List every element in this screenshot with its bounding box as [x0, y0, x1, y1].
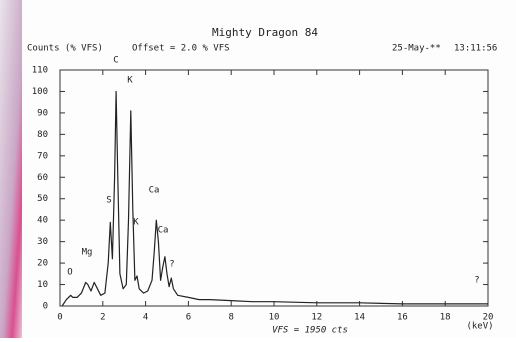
y-tick-label: 50: [37, 194, 48, 204]
y-tick-label: 0: [43, 302, 48, 312]
y-tick-label: 90: [37, 108, 48, 118]
x-tick-label: 18: [440, 313, 451, 323]
x-unit: (keV): [466, 322, 493, 332]
y-tick-label: 10: [37, 280, 48, 290]
offset-label: Offset = 2.0 % VFS: [132, 44, 230, 54]
x-tick-label: 14: [354, 313, 365, 323]
x-tick-label: 2: [100, 313, 105, 323]
y-tick-label: 80: [37, 130, 48, 140]
spectrum-line: [61, 90, 488, 307]
peak-label: ?: [474, 276, 479, 286]
peak-label: O: [67, 268, 72, 278]
x-tick-label: 6: [186, 313, 191, 323]
y-tick-label: 70: [37, 151, 48, 161]
date: 25-May-**: [392, 44, 441, 54]
peak-label: Ca: [149, 186, 160, 196]
y-tick-label: 40: [37, 216, 48, 226]
y-tick-label: 100: [32, 87, 48, 97]
y-axis-label: Counts (% VFS): [27, 44, 103, 54]
y-tick-label: 60: [37, 173, 48, 183]
x-tick-label: 16: [397, 313, 408, 323]
chart-title: Mighty Dragon 84: [212, 26, 318, 39]
peak-label: K: [127, 76, 133, 86]
x-tick-label: 10: [269, 313, 280, 323]
paper: [22, 0, 516, 338]
x-tick-label: 12: [311, 313, 322, 323]
x-tick-label: 8: [228, 313, 233, 323]
time: 13:11:56: [454, 44, 497, 54]
peak-label: Mg: [82, 248, 93, 258]
x-axis-label: VFS = 1950 cts: [272, 326, 348, 336]
peak-label: Ca: [158, 226, 169, 236]
peak-label: K: [133, 218, 139, 228]
peak-label: C: [113, 56, 118, 66]
y-tick-label: 30: [37, 237, 48, 247]
x-tick-label: 20: [483, 313, 494, 323]
photo-edge: [0, 0, 24, 338]
y-tick-label: 110: [32, 66, 48, 76]
peak-label: ?: [169, 260, 174, 270]
x-tick-label: 0: [57, 313, 62, 323]
peak-label: S: [106, 196, 111, 206]
y-tick-label: 20: [37, 259, 48, 269]
x-tick-label: 4: [143, 313, 148, 323]
